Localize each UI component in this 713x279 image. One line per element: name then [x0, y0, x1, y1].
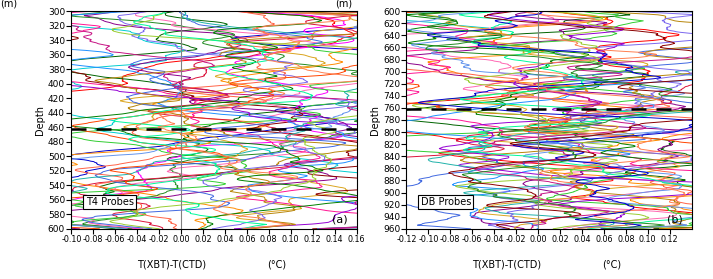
Y-axis label: Depth: Depth — [370, 105, 380, 135]
Text: (a): (a) — [332, 215, 348, 224]
Text: (°C): (°C) — [267, 259, 286, 269]
Text: T(XBT)-T(CTD): T(XBT)-T(CTD) — [137, 259, 205, 269]
Text: DB Probes: DB Probes — [421, 197, 471, 207]
Text: (m): (m) — [0, 0, 17, 9]
Y-axis label: Depth: Depth — [35, 105, 45, 135]
Text: (b): (b) — [667, 215, 683, 224]
Text: (°C): (°C) — [602, 259, 621, 269]
Text: T(XBT)-T(CTD): T(XBT)-T(CTD) — [472, 259, 540, 269]
Text: T4 Probes: T4 Probes — [86, 197, 133, 207]
Text: (m): (m) — [335, 0, 352, 9]
